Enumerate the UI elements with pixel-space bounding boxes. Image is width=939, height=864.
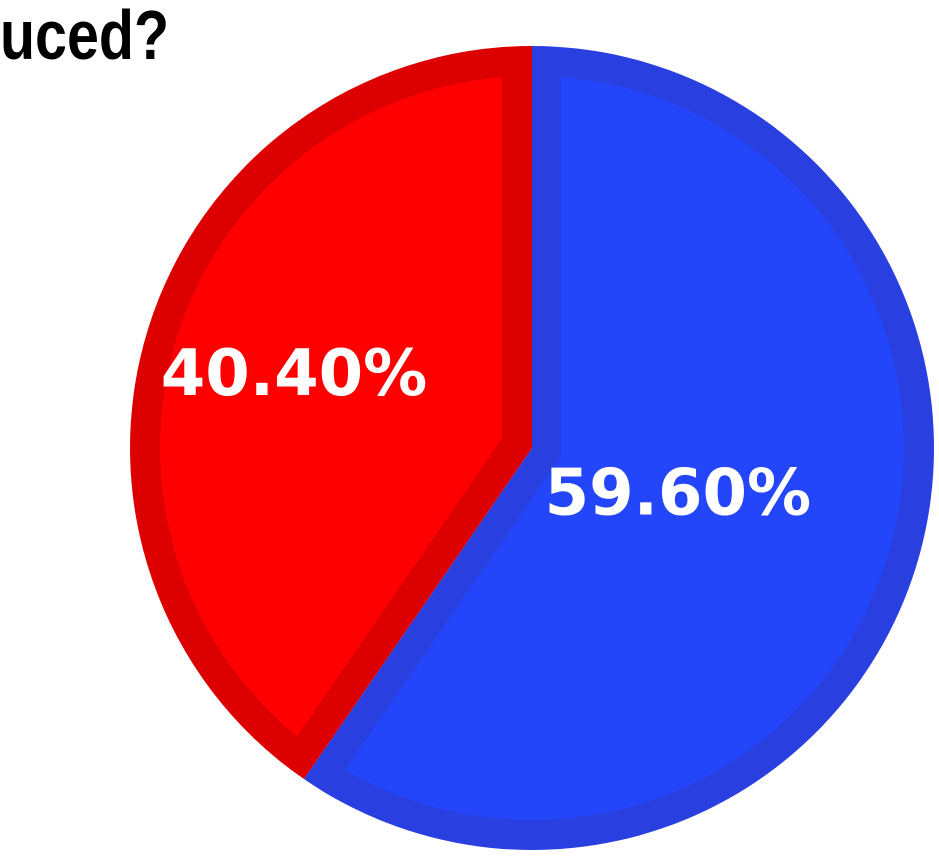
chart-title: uced? (0, 0, 170, 74)
pie-slices (130, 46, 935, 850)
pie-labels: 59.60% 40.40% (161, 337, 811, 530)
pie-slice-1 (345, 77, 904, 820)
pie-slice-label-2: 40.40% (161, 337, 428, 411)
pie-slice-label-1: 59.60% (545, 456, 812, 530)
pie-slice-2 (159, 77, 502, 737)
